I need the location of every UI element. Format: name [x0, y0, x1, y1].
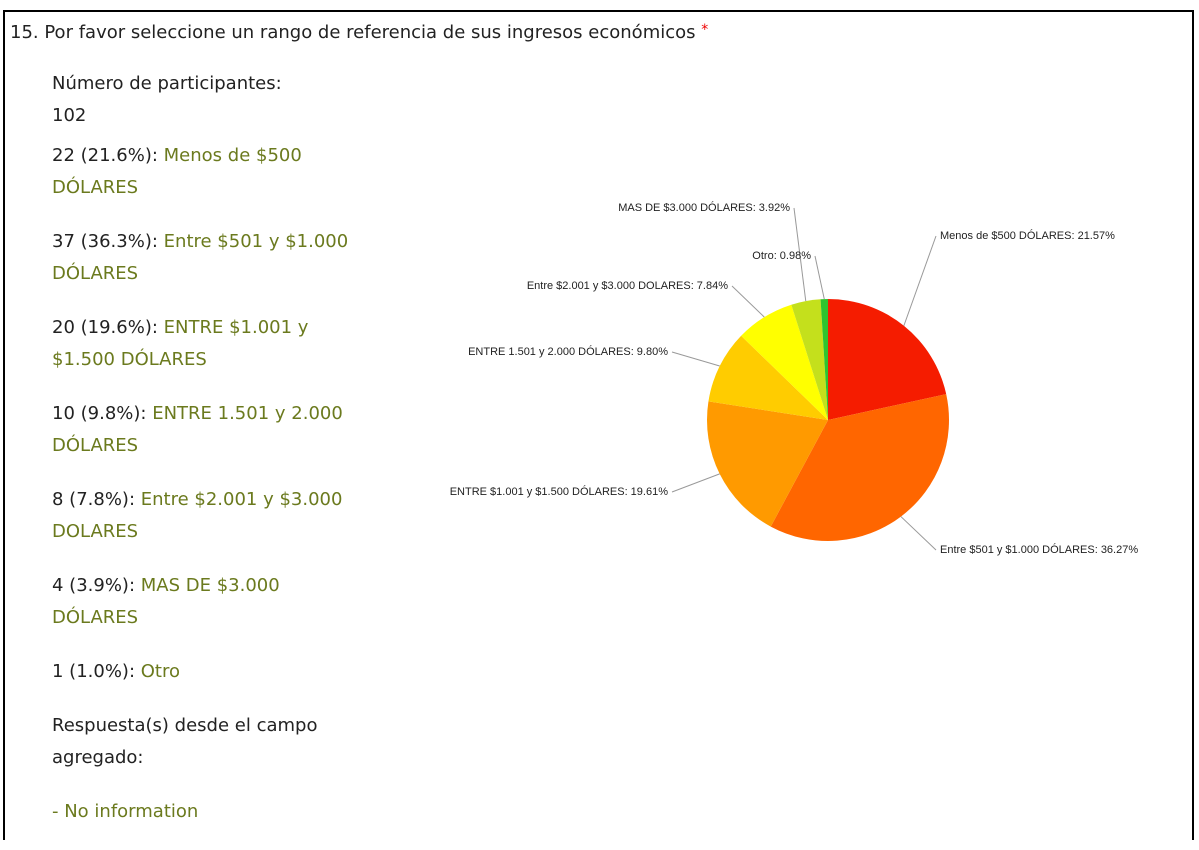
- aggregate-value: - No information: [52, 801, 199, 822]
- frame: [3, 10, 1194, 840]
- slice-label: ENTRE 1.501 y 2.000 DÓLARES: 9.80%: [468, 345, 668, 358]
- pie-slice: [741, 304, 828, 420]
- leader-line: [731, 285, 765, 318]
- leader-line: [671, 473, 720, 493]
- required-mark: *: [701, 22, 709, 38]
- slice-label: Entre $501 y $1.000 DÓLARES: 36.27%: [940, 543, 1138, 556]
- slice-label: Menos de $500 DÓLARES: 21.57%: [940, 229, 1115, 242]
- leader-line: [900, 516, 937, 551]
- pie-slice: [791, 299, 828, 420]
- slice-label: MAS DE $3.000 DÓLARES: 3.92%: [618, 201, 790, 214]
- item-summary: 8 (7.8%):: [52, 489, 136, 510]
- item: 1 (1.0%): Otro: [52, 656, 352, 688]
- item: 8 (7.8%): Entre $2.001 y $3.000 DOLARES: [52, 484, 352, 548]
- item-label: Otro: [140, 661, 180, 682]
- items: 22 (21.6%): Menos de $500 DÓLARES 37 (36.…: [52, 140, 352, 688]
- slice-label: Entre $2.001 y $3.000 DOLARES: 7.84%: [527, 280, 728, 292]
- item-summary: 4 (3.9%):: [52, 575, 136, 596]
- item: 37 (36.3%): Entre $501 y $1.000 DÓLARES: [52, 226, 352, 290]
- slice-label: ENTRE $1.001 y $1.500 DÓLARES: 19.61%: [450, 485, 669, 498]
- pie-slice: [706, 401, 828, 527]
- item-summary: 37 (36.3%):: [52, 231, 158, 252]
- aggregate-label: Respuesta(s) desde el campo agregado:: [52, 715, 318, 768]
- leader-line: [671, 351, 720, 367]
- item-summary: 22 (21.6%):: [52, 145, 158, 166]
- item: 22 (21.6%): Menos de $500 DÓLARES: [52, 140, 352, 204]
- item: 20 (19.6%): ENTRE $1.001 y $1.500 DÓLARE…: [52, 312, 352, 376]
- page: 15. Por favor seleccione un rango de ref…: [3, 10, 1194, 840]
- question: 15. Por favor seleccione un rango de ref…: [10, 22, 708, 43]
- item-label: MAS DE $3.000 DÓLARES: [52, 575, 280, 628]
- participants: 102: [52, 105, 87, 126]
- item-label: Entre $2.001 y $3.000 DOLARES: [52, 489, 343, 542]
- item-label: ENTRE 1.501 y 2.000 DÓLARES: [52, 403, 343, 456]
- pie-slice: [708, 335, 828, 420]
- item-label: ENTRE $1.001 y $1.500 DÓLARES: [52, 317, 309, 370]
- item-label: Entre $501 y $1.000 DÓLARES: [52, 231, 349, 284]
- summary: Número de participantes: 102 22 (21.6%): …: [52, 68, 352, 850]
- pie-slice: [820, 299, 828, 420]
- item: 10 (9.8%): ENTRE 1.501 y 2.000 DÓLARES: [52, 398, 352, 462]
- item-summary: 10 (9.8%):: [52, 403, 147, 424]
- leader-line: [903, 235, 937, 326]
- item-label: Menos de $500 DÓLARES: [52, 145, 302, 198]
- item: 4 (3.9%): MAS DE $3.000 DÓLARES: [52, 570, 352, 634]
- slice-label: Otro: 0.98%: [752, 250, 811, 262]
- question-text: 15. Por favor seleccione un rango de ref…: [10, 22, 696, 43]
- pie-slice: [770, 394, 949, 541]
- leader-line: [814, 255, 825, 300]
- chart: Menos de $500 DÓLARES: 21.57% Entre $501 …: [450, 201, 1139, 556]
- leader-line: [793, 207, 807, 302]
- pie-slice: [828, 299, 947, 420]
- item-summary: 20 (19.6%):: [52, 317, 158, 338]
- participants-label: Número de participantes:: [52, 73, 282, 94]
- item-summary: 1 (1.0%):: [52, 661, 136, 682]
